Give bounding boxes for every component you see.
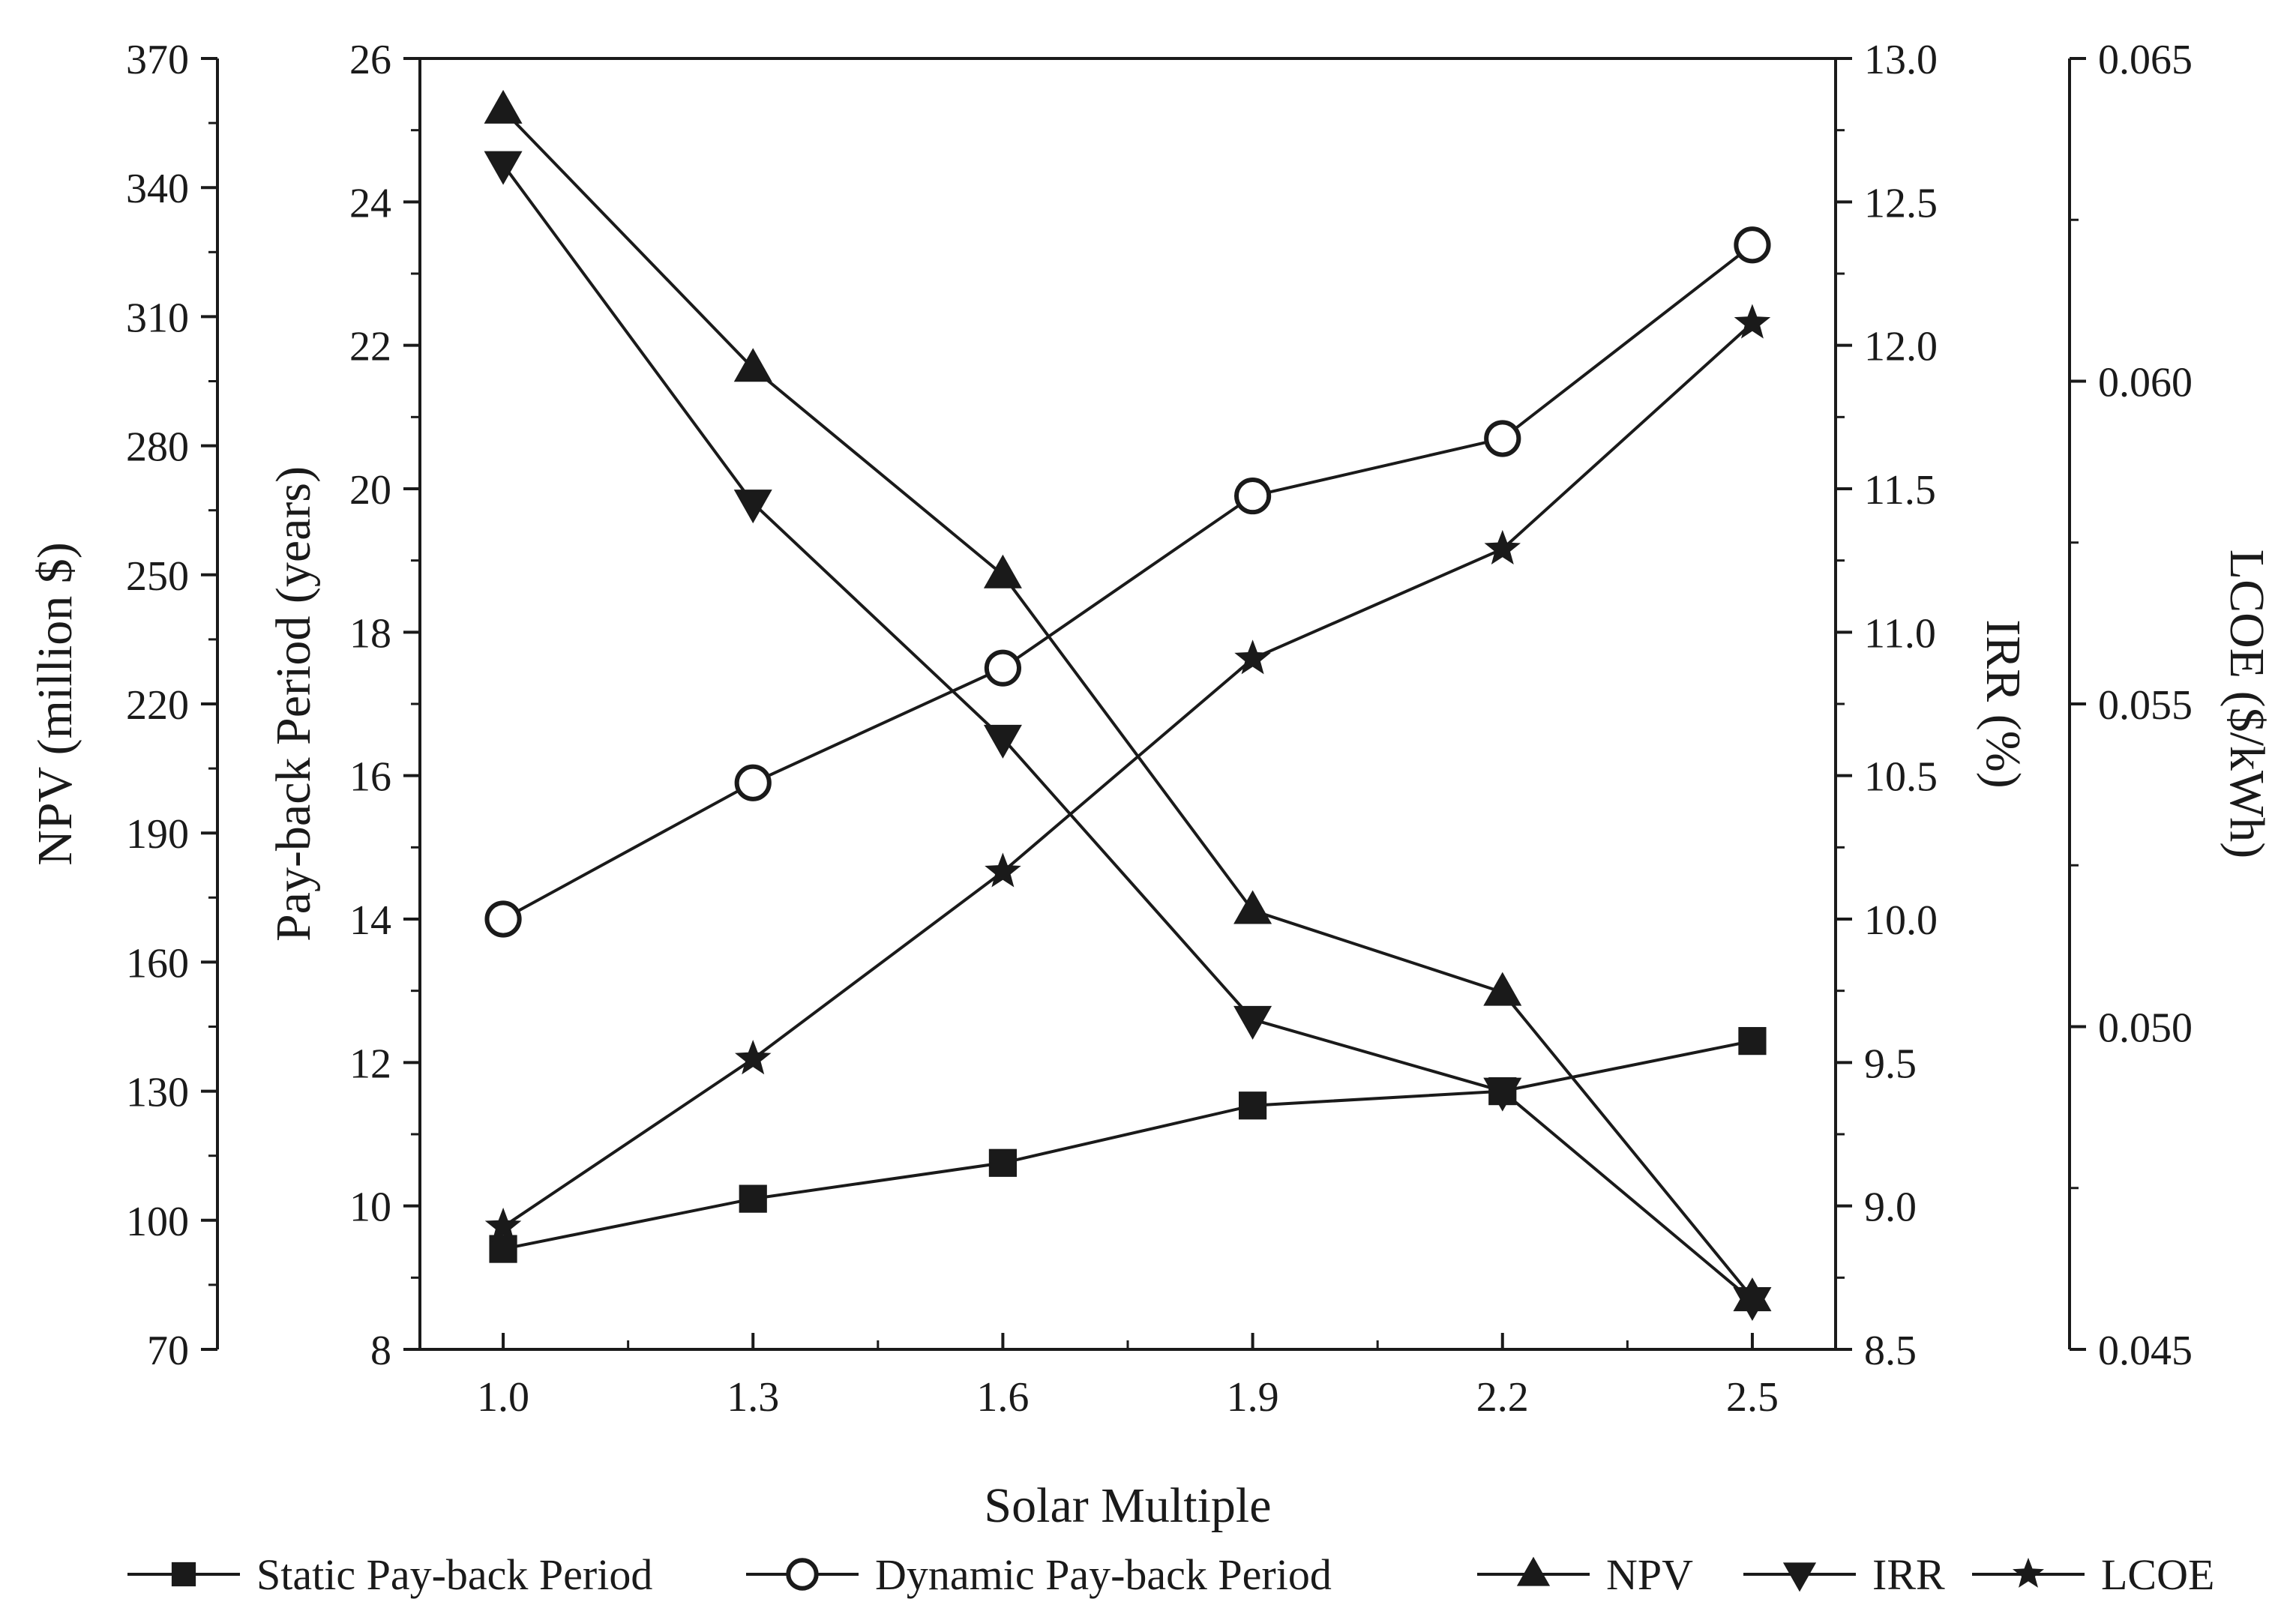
data-point-npv xyxy=(733,348,772,382)
data-point-irr xyxy=(1733,1286,1772,1321)
payback-tick-label: 8 xyxy=(370,1328,391,1374)
data-point-static-pay-back-period xyxy=(988,1148,1018,1177)
data-point-dynamic-pay-back-period xyxy=(1233,477,1272,515)
npv-tick-label: 340 xyxy=(126,166,189,212)
data-point-lcoe xyxy=(735,1040,772,1075)
lcoe-axis-title: LCOE ($/kWh) xyxy=(2220,549,2274,858)
data-point-dynamic-pay-back-period xyxy=(1734,226,1771,264)
npv-tick-label: 370 xyxy=(126,37,189,83)
x-tick-label: 1.3 xyxy=(727,1374,779,1421)
payback-tick-label: 14 xyxy=(349,897,391,944)
data-point-lcoe xyxy=(484,1207,522,1242)
legend-marker-static-pay-back-period xyxy=(171,1562,196,1587)
data-point-static-pay-back-period xyxy=(1238,1091,1267,1120)
data-point-npv xyxy=(1233,890,1272,924)
data-point-dynamic-pay-back-period xyxy=(984,649,1022,687)
data-point-lcoe xyxy=(1234,639,1271,675)
npv-tick-label: 100 xyxy=(126,1199,189,1245)
legend-label-lcoe: LCOE xyxy=(2101,1550,2214,1599)
data-point-dynamic-pay-back-period xyxy=(734,764,772,801)
series-line-static-pay-back-period xyxy=(502,1039,1753,1251)
data-point-dynamic-pay-back-period xyxy=(1484,420,1521,457)
legend: Static Pay-back Period Dynamic Pay-back P… xyxy=(127,1550,2214,1599)
npv-tick-label: 280 xyxy=(126,424,189,471)
irr-tick-label: 10.0 xyxy=(1864,897,1938,944)
x-tick-label: 1.0 xyxy=(477,1374,529,1421)
legend-marker-dynamic-pay-back-period xyxy=(786,1558,819,1591)
payback-tick-label: 12 xyxy=(349,1041,391,1087)
lcoe-tick-label: 0.045 xyxy=(2098,1328,2193,1374)
data-point-irr xyxy=(983,724,1022,759)
x-axis-title: Solar Multiple xyxy=(984,1478,1271,1533)
payback-tick-label: 16 xyxy=(349,754,391,801)
data-point-lcoe xyxy=(1734,304,1771,339)
lcoe-tick-label: 0.055 xyxy=(2098,682,2193,729)
payback-tick-label: 20 xyxy=(349,467,391,514)
legend-label-static-pay-back-period: Static Pay-back Period xyxy=(256,1550,652,1599)
legend-marker-npv xyxy=(1516,1556,1551,1586)
data-point-npv xyxy=(983,554,1022,588)
npv-tick-label: 160 xyxy=(126,940,189,987)
legend-label-npv: NPV xyxy=(1606,1550,1693,1599)
data-point-dynamic-pay-back-period xyxy=(484,900,522,938)
npv-tick-label: 70 xyxy=(147,1328,189,1374)
series-layer xyxy=(484,89,1772,1321)
payback-axis-title: Pay-back Period (years) xyxy=(266,466,321,942)
npv-tick-label: 190 xyxy=(126,811,189,858)
x-tick-label: 1.9 xyxy=(1227,1374,1279,1421)
legend-label-irr: IRR xyxy=(1872,1550,1945,1599)
irr-tick-label: 12.5 xyxy=(1864,180,1938,226)
legend-marker-irr xyxy=(1782,1562,1817,1592)
series-line-irr xyxy=(502,163,1754,1302)
payback-tick-label: 10 xyxy=(349,1184,391,1231)
data-point-irr xyxy=(484,151,523,185)
npv-tick-label: 310 xyxy=(126,295,189,341)
irr-tick-label: 12.0 xyxy=(1864,324,1938,370)
irr-axis-title: IRR (%) xyxy=(1976,619,2031,788)
data-point-npv xyxy=(484,89,523,124)
irr-tick-label: 8.5 xyxy=(1864,1328,1917,1374)
lcoe-tick-label: 0.060 xyxy=(2098,360,2193,406)
irr-tick-label: 9.0 xyxy=(1864,1184,1917,1231)
series-line-lcoe xyxy=(502,322,1754,1229)
data-point-static-pay-back-period xyxy=(739,1184,767,1213)
irr-tick-label: 11.5 xyxy=(1864,467,1936,514)
x-tick-label: 2.5 xyxy=(1726,1374,1779,1421)
data-point-static-pay-back-period xyxy=(1738,1027,1767,1056)
npv-tick-label: 220 xyxy=(126,682,189,729)
legend-label-dynamic-pay-back-period: Dynamic Pay-back Period xyxy=(875,1550,1332,1599)
lcoe-tick-label: 0.050 xyxy=(2098,1005,2193,1052)
lcoe-tick-label: 0.065 xyxy=(2098,37,2193,83)
irr-tick-label: 9.5 xyxy=(1864,1041,1917,1087)
payback-tick-label: 24 xyxy=(349,180,391,226)
data-point-lcoe xyxy=(985,852,1021,888)
npv-axis-title: NPV (million $) xyxy=(28,542,82,865)
data-point-lcoe xyxy=(1484,529,1521,564)
irr-tick-label: 13.0 xyxy=(1864,37,1938,83)
payback-tick-label: 26 xyxy=(349,37,391,83)
irr-tick-label: 10.5 xyxy=(1864,754,1938,801)
data-point-irr xyxy=(1233,1005,1272,1040)
x-tick-label: 1.6 xyxy=(976,1374,1029,1421)
data-point-irr xyxy=(733,490,772,524)
npv-tick-label: 250 xyxy=(126,553,189,600)
data-point-npv xyxy=(1483,972,1522,1006)
axes-layer: 1.0 1.3 1.6 1.9 2.2 2.5 Solar Multiple 70 100 130… xyxy=(28,37,2274,1533)
x-tick-label: 2.2 xyxy=(1476,1374,1529,1421)
data-point-irr xyxy=(1483,1077,1522,1112)
payback-tick-label: 22 xyxy=(349,324,391,370)
series-line-npv xyxy=(502,109,1754,1299)
series-line-dynamic-pay-back-period xyxy=(502,244,1754,921)
legend-marker-lcoe xyxy=(2013,1557,2044,1588)
npv-tick-label: 130 xyxy=(126,1070,189,1116)
payback-tick-label: 18 xyxy=(349,610,391,657)
irr-tick-label: 11.0 xyxy=(1864,610,1936,657)
